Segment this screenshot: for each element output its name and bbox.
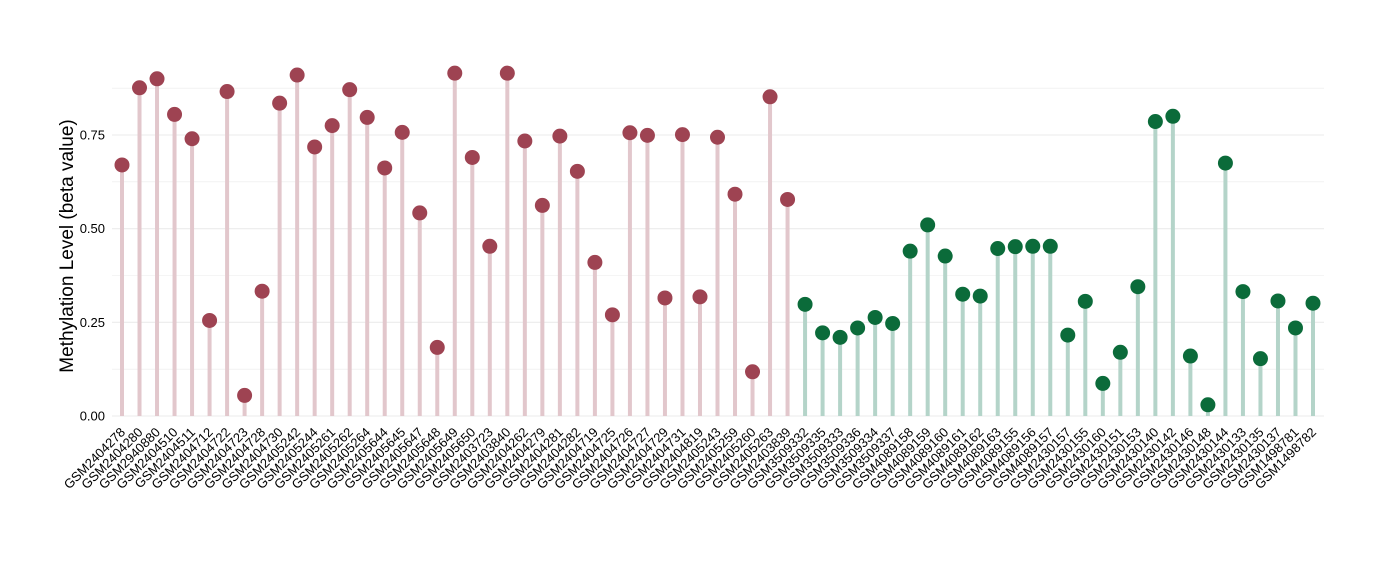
lollipop-point	[850, 320, 866, 336]
lollipop-point	[202, 312, 218, 328]
lollipop-point	[745, 364, 761, 380]
lollipop-point	[780, 191, 796, 207]
lollipop-point	[1077, 293, 1093, 309]
lollipop-point	[657, 290, 673, 306]
lollipop-point	[832, 329, 848, 345]
lollipop-point	[1095, 375, 1111, 391]
lollipop-point	[1112, 344, 1128, 360]
lollipop-point	[990, 241, 1006, 257]
y-tick-label: 0.75	[80, 128, 105, 143]
lollipop-point	[289, 67, 305, 83]
lollipop-point	[482, 238, 498, 254]
lollipop-point	[1060, 327, 1076, 343]
lollipop-point	[1287, 320, 1303, 336]
lollipop-point	[429, 339, 445, 355]
lollipop-point	[1007, 239, 1023, 255]
lollipop-point	[219, 84, 235, 100]
lollipop-point	[534, 197, 550, 213]
lollipop-point	[1217, 155, 1233, 171]
x-axis-tick-labels: GSM2404278GSM2404280GSM2940880GSM2404510…	[61, 425, 1319, 492]
lollipop-point	[132, 80, 148, 96]
lollipop-point	[674, 127, 690, 143]
lollipop-point	[254, 283, 270, 299]
lollipop-point	[464, 149, 480, 165]
y-tick-label: 0.00	[80, 409, 105, 424]
lollipop-point	[815, 325, 831, 341]
lollipop-point	[587, 254, 603, 270]
lollipop-point	[604, 307, 620, 323]
lollipop-point	[692, 289, 708, 305]
lollipop-point	[307, 139, 323, 155]
y-tick-label: 0.50	[80, 221, 105, 236]
lollipop-point	[797, 296, 813, 312]
lollipop-point	[639, 127, 655, 143]
lollipop-point	[552, 128, 568, 144]
lollipop-point	[412, 205, 428, 221]
lollipop-point	[1305, 295, 1321, 311]
lollipop-point	[1042, 238, 1058, 254]
lollipop-point	[762, 89, 778, 105]
lollipop-point	[447, 65, 463, 81]
y-axis-tick-labels: 0.00 0.25 0.50 0.75	[80, 128, 105, 424]
lollipop-point	[359, 109, 375, 125]
lollipop-point	[920, 217, 936, 233]
lollipop-point	[1130, 279, 1146, 295]
lollipop-point	[499, 65, 515, 81]
lollipop-point	[955, 286, 971, 302]
lollipop-point	[1252, 351, 1268, 367]
lollipop-point	[114, 157, 130, 173]
lollipop-point	[1025, 238, 1041, 254]
lollipop-point	[184, 131, 200, 147]
lollipop-point	[1147, 114, 1163, 130]
lollipop-point	[1270, 293, 1286, 309]
lollipop-point	[1182, 348, 1198, 364]
lollipop-point	[1200, 397, 1216, 413]
lollipop-point	[394, 124, 410, 140]
lollipop-point	[272, 95, 288, 111]
lollipop-point	[710, 129, 725, 145]
lollipop-point	[885, 315, 901, 331]
lollipop-point	[342, 82, 358, 98]
y-axis-title: Methylation Level (beta value)	[57, 119, 78, 372]
lollipop-point	[727, 186, 743, 202]
lollipop-point	[377, 160, 393, 176]
lollipop-point	[972, 288, 988, 304]
lollipop-point	[237, 387, 253, 403]
y-tick-label: 0.25	[80, 315, 105, 330]
lollipop-point	[517, 133, 533, 149]
lollipop-points	[114, 65, 1321, 413]
lollipop-point	[569, 163, 585, 179]
lollipop-point	[1235, 284, 1251, 300]
lollipop-point	[149, 71, 165, 87]
lollipop-point	[1165, 108, 1181, 124]
lollipop-point	[622, 125, 638, 141]
lollipop-point	[937, 248, 953, 264]
lollipop-stems	[120, 73, 1315, 416]
lollipop-point	[867, 309, 883, 325]
lollipop-point	[324, 118, 340, 134]
lollipop-point	[902, 243, 918, 259]
lollipop-point	[167, 106, 183, 122]
